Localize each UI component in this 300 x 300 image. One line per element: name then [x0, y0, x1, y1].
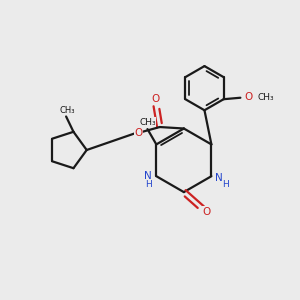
Text: O: O	[244, 92, 253, 102]
Text: CH₃: CH₃	[59, 106, 75, 115]
Text: N: N	[215, 173, 223, 183]
Text: N: N	[144, 171, 152, 181]
Text: CH₃: CH₃	[257, 93, 274, 102]
Text: O: O	[152, 94, 160, 104]
Text: CH₃: CH₃	[139, 118, 156, 127]
Text: O: O	[202, 207, 211, 217]
Text: O: O	[134, 128, 142, 138]
Text: H: H	[145, 180, 152, 189]
Text: H: H	[223, 180, 229, 189]
